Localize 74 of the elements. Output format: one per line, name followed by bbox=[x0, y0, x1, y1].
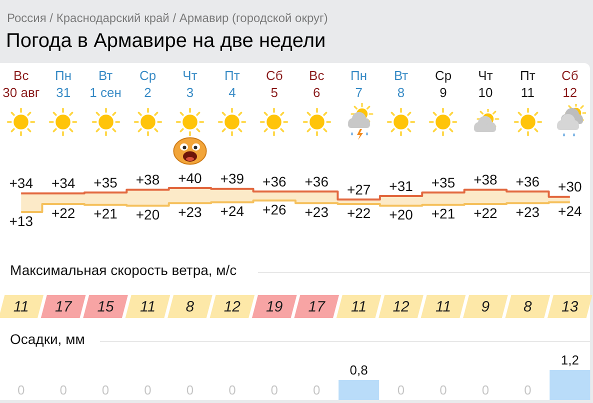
x-tick-label: Ср 9 bbox=[434, 68, 452, 100]
data-label: +23 bbox=[304, 204, 329, 220]
data-label: +26 bbox=[262, 201, 286, 218]
data-label: 9 bbox=[481, 298, 490, 316]
chart-title: Погода в Армавире на две недели bbox=[6, 30, 326, 53]
data-label: +36 bbox=[516, 173, 540, 190]
data-label: 0 bbox=[144, 382, 152, 398]
data-label: +38 bbox=[474, 172, 498, 188]
data-label: 13 bbox=[562, 298, 579, 316]
data-label: 0 bbox=[312, 382, 320, 398]
data-label: +30 bbox=[558, 178, 582, 195]
data-label: +36 bbox=[304, 173, 329, 190]
x-tick-label: Сб 12 bbox=[561, 68, 578, 100]
data-label: +23 bbox=[516, 204, 540, 220]
data-label: 0 bbox=[17, 382, 25, 398]
data-label: 11 bbox=[140, 298, 156, 316]
data-label: 17 bbox=[308, 298, 326, 316]
data-label: +22 bbox=[474, 204, 498, 221]
data-label: 8 bbox=[186, 298, 195, 316]
data-label: +22 bbox=[346, 204, 371, 221]
data-label: 0 bbox=[397, 382, 405, 398]
data-label: +21 bbox=[431, 206, 456, 222]
x-tick-label: Пн 7 bbox=[350, 68, 368, 100]
data-label: +24 bbox=[558, 203, 582, 220]
x-tick-label: Пт 11 bbox=[520, 68, 536, 100]
data-label: +34 bbox=[51, 175, 76, 192]
x-tick-label: Вс 30 авг bbox=[2, 68, 40, 100]
data-label: +20 bbox=[389, 206, 414, 223]
data-label: 17 bbox=[54, 298, 72, 316]
data-label: 12 bbox=[224, 298, 242, 316]
data-label: +35 bbox=[94, 174, 118, 190]
x-tick-label: Пт 4 bbox=[224, 68, 240, 100]
data-label: 0 bbox=[60, 382, 67, 398]
data-label: 0 bbox=[440, 382, 447, 398]
data-label: +23 bbox=[178, 204, 202, 220]
data-label: 15 bbox=[97, 298, 115, 316]
data-label: 8 bbox=[524, 298, 533, 316]
x-tick-label: Чт 3 bbox=[182, 68, 198, 100]
data-label: +20 bbox=[136, 206, 160, 223]
data-label: 19 bbox=[266, 298, 284, 316]
data-label: +24 bbox=[220, 203, 244, 220]
data-label: 0 bbox=[102, 382, 110, 398]
data-label: 0 bbox=[228, 382, 236, 398]
chart-title: Осадки, мм bbox=[10, 331, 85, 347]
x-tick-label: Сб 5 bbox=[266, 68, 283, 100]
x-tick-label: Чт 10 bbox=[478, 68, 493, 100]
data-label: +36 bbox=[262, 173, 286, 190]
data-label: 11 bbox=[435, 298, 452, 316]
x-tick-label: Вт 8 bbox=[394, 68, 408, 100]
data-label: +13 bbox=[9, 212, 34, 229]
data-label: +34 bbox=[9, 175, 34, 192]
data-label: 0 bbox=[482, 382, 490, 398]
chart-subtitle: Россия / Краснодарский край / Армавир (городской округ) bbox=[7, 11, 328, 25]
data-label: +35 bbox=[431, 174, 456, 190]
x-tick-label: Пн 31 bbox=[55, 68, 72, 100]
data-label: 0 bbox=[524, 382, 532, 398]
data-label: 0,8 bbox=[350, 362, 368, 378]
data-label: +27 bbox=[346, 181, 371, 198]
data-label: 0 bbox=[270, 382, 278, 398]
data-label: +21 bbox=[94, 206, 118, 222]
x-tick-label: Ср 2 bbox=[139, 68, 156, 100]
data-label: 0 bbox=[186, 382, 194, 398]
data-label: 1,2 bbox=[560, 352, 579, 368]
data-label: 11 bbox=[351, 298, 367, 316]
data-label: +31 bbox=[389, 178, 414, 194]
chart-title: Максимальная скорость ветра, м/с bbox=[10, 262, 237, 278]
data-label: +39 bbox=[220, 170, 244, 187]
x-tick-label: Вт 1 сен bbox=[90, 68, 122, 100]
data-label: +38 bbox=[136, 172, 160, 188]
data-label: +22 bbox=[51, 204, 76, 221]
x-tick-label: Вс 6 bbox=[309, 68, 325, 100]
data-label: +40 bbox=[178, 170, 202, 186]
data-label: 11 bbox=[13, 298, 29, 316]
data-label: 12 bbox=[392, 298, 410, 316]
